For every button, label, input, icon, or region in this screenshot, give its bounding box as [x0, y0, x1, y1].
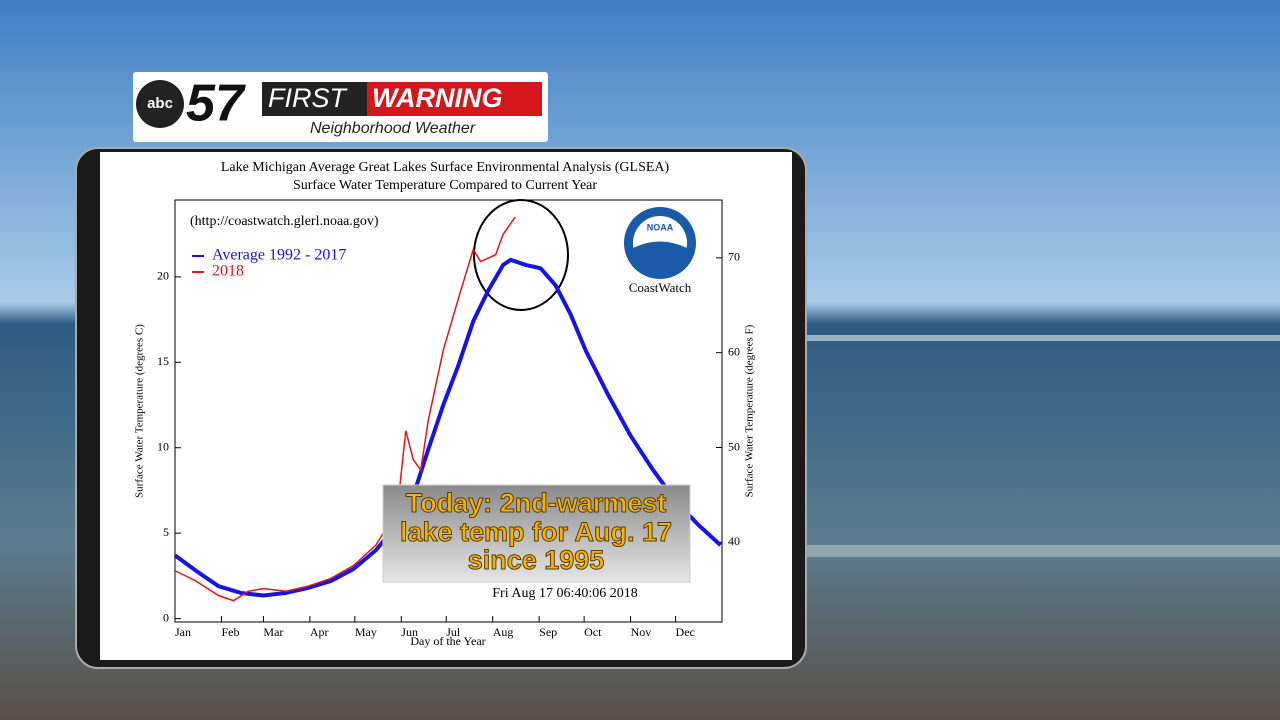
x-tick-label: Oct	[584, 625, 602, 639]
x-axis-label: Day of the Year	[410, 634, 485, 648]
y-tick-label: 20	[157, 269, 169, 283]
x-tick-label: Dec	[676, 625, 695, 639]
logo: abc 57 FIRST WARNING Neighborhood Weathe…	[133, 72, 548, 142]
plot-frame	[174, 199, 723, 623]
legend-label: 2018	[212, 263, 244, 280]
overlay-text: since 1995	[468, 545, 605, 575]
logo-number: 57	[186, 75, 246, 133]
x-tick-label: Jun	[401, 625, 418, 639]
highlight-circle	[473, 199, 569, 311]
y2-tick-label: 60	[728, 344, 740, 358]
chart-title: Lake Michigan Average Great Lakes Surfac…	[221, 160, 670, 175]
noaa-text: NOAA	[647, 222, 674, 232]
x-tick-label: Aug	[493, 625, 514, 639]
y-tick-label: 10	[157, 439, 169, 453]
overlay-text: lake temp for Aug. 17	[400, 517, 672, 547]
y-axis-label: Surface Water Temperature (degrees C)	[134, 324, 146, 498]
noaa-logo	[633, 241, 687, 275]
source-url: (http://coastwatch.glerl.noaa.gov)	[190, 214, 379, 229]
overlay-text: Today: 2nd-warmest	[406, 488, 667, 518]
y2-tick-label: 40	[728, 534, 740, 548]
legend-label: Average 1992 - 2017	[212, 247, 346, 264]
x-tick-label: Jul	[446, 625, 461, 639]
y2-axis-label: Surface Water Temperature (degrees F)	[744, 324, 756, 497]
chart-subtitle: Surface Water Temperature Compared to Cu…	[293, 178, 597, 193]
x-tick-label: Mar	[263, 625, 283, 639]
chart: Lake Michigan Average Great Lakes Surfac…	[134, 160, 756, 648]
overlay: Today: 2nd-warmest lake temp for Aug. 17…	[382, 484, 691, 583]
series-line	[173, 257, 722, 598]
y2-tick-label: 70	[728, 250, 740, 264]
wave	[800, 545, 1280, 557]
logo-tagline: Neighborhood Weather	[310, 120, 476, 137]
wave	[800, 335, 1280, 341]
x-tick-label: Apr	[310, 625, 329, 639]
x-tick-label: Feb	[221, 625, 239, 639]
logo-network: abc	[147, 95, 173, 112]
timestamp: Fri Aug 17 06:40:06 2018	[492, 586, 637, 601]
y2-tick-label: 50	[728, 439, 740, 453]
y-tick-label: 0	[163, 610, 169, 624]
y-tick-label: 5	[163, 525, 169, 539]
x-tick-label: Jan	[175, 625, 191, 639]
x-tick-label: Sep	[539, 625, 557, 639]
overlay-box	[382, 484, 691, 583]
x-tick-label: May	[355, 625, 377, 639]
y-tick-label: 15	[157, 354, 169, 368]
logo-warning: WARNING	[372, 83, 503, 113]
logo-first: FIRST	[268, 83, 349, 113]
logo-caption: CoastWatch	[629, 280, 692, 295]
x-tick-label: Nov	[631, 625, 652, 639]
